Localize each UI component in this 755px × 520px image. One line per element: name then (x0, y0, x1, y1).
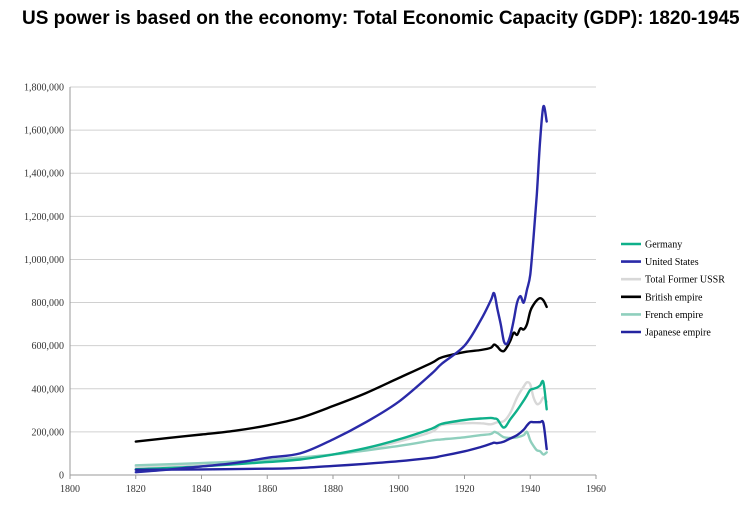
x-tick-label: 1840 (192, 484, 212, 495)
y-tick-label: 1,200,000 (24, 212, 64, 223)
y-tick-label: 800,000 (32, 298, 65, 309)
x-tick-label: 1800 (60, 484, 80, 495)
y-tick-label: 400,000 (32, 384, 65, 395)
legend-label-french-empire: French empire (645, 310, 704, 321)
x-tick-label: 1860 (257, 484, 277, 495)
axes: 0 200,000 400,000 600,000 800,000 1,000,000 1,… (24, 83, 606, 496)
y-tick-label: 0 (59, 471, 64, 482)
x-tick-label: 1880 (323, 484, 343, 495)
gridlines (70, 86, 596, 433)
legend-label-british-empire: British empire (645, 292, 703, 303)
series-line-united-states (134, 104, 548, 474)
x-tick-label: 1960 (586, 484, 606, 495)
legend-label-united-states: United States (645, 257, 699, 268)
series-line-british-empire (134, 297, 548, 443)
x-tick-label: 1900 (389, 484, 409, 495)
y-tick-label: 200,000 (32, 427, 65, 438)
series-line-germany (134, 379, 548, 471)
y-tick-label: 1,600,000 (24, 126, 64, 137)
x-tick-label: 1820 (126, 484, 146, 495)
y-tick-label: 600,000 (32, 341, 65, 352)
chart-title: US power is based on the economy: Total … (22, 8, 740, 29)
y-tick-label: 1,000,000 (24, 255, 64, 266)
x-tick-label: 1940 (520, 484, 540, 495)
y-tick-label: 1,800,000 (24, 83, 64, 94)
legend-label-total-former-ussr: Total Former USSR (645, 275, 725, 286)
series-line-japanese-empire (134, 419, 548, 471)
series-lines (134, 104, 548, 474)
series-line-french-empire (134, 430, 548, 467)
legend-label-germany: Germany (645, 240, 682, 251)
y-tick-label: 1,400,000 (24, 169, 64, 180)
x-tick-label: 1920 (455, 484, 475, 495)
legend-label-japanese-empire: Japanese empire (645, 328, 711, 339)
legend: Germany United States Total Former USSR Bri… (621, 240, 725, 339)
